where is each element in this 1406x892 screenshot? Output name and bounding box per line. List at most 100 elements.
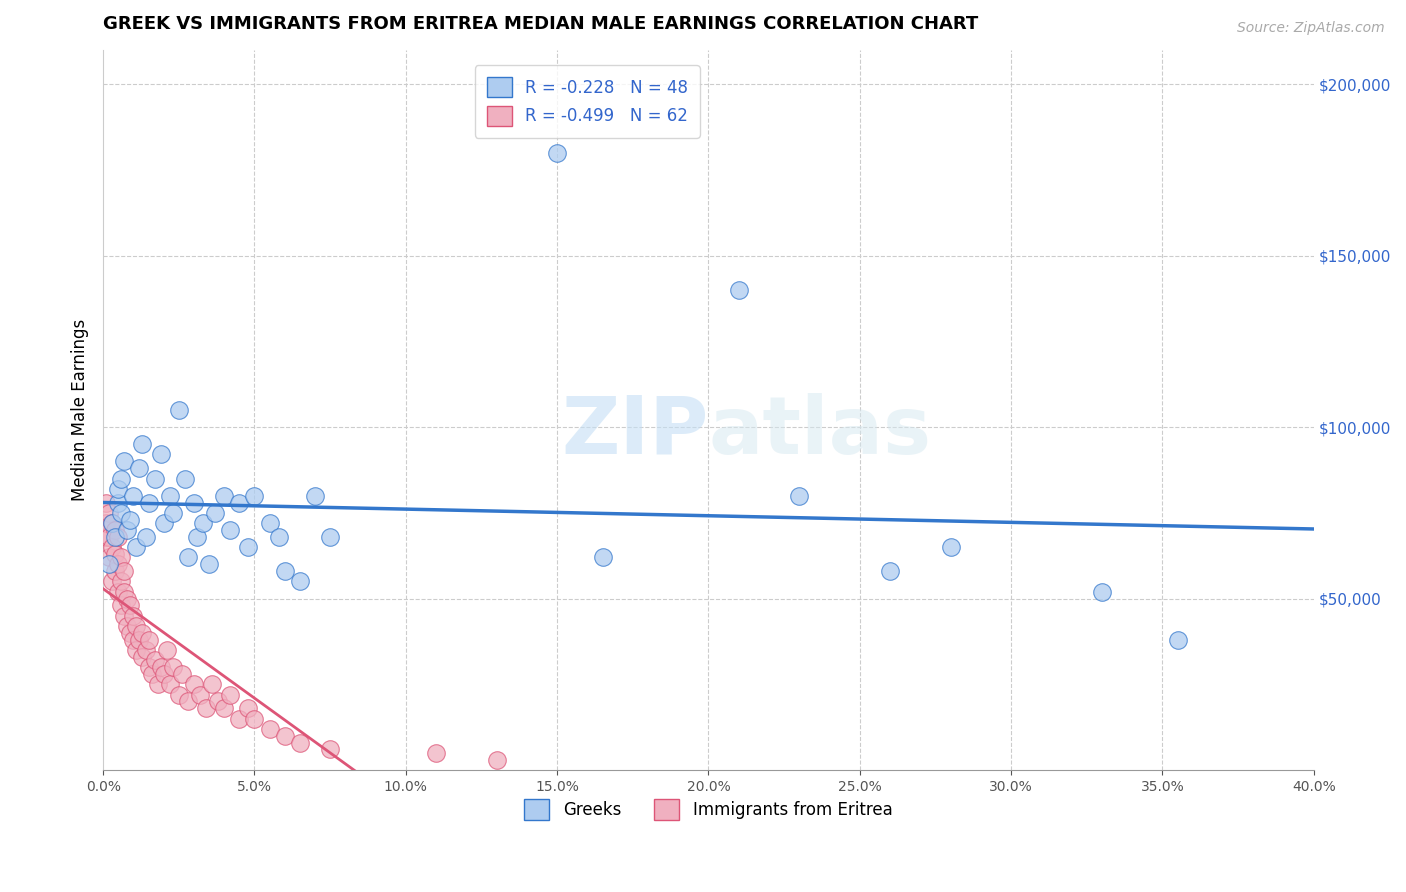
Point bbox=[107, 558, 129, 572]
Point bbox=[120, 513, 142, 527]
Point bbox=[117, 619, 139, 633]
Point bbox=[267, 530, 290, 544]
Point bbox=[112, 584, 135, 599]
Point bbox=[243, 489, 266, 503]
Point bbox=[98, 506, 121, 520]
Point bbox=[143, 653, 166, 667]
Point bbox=[177, 694, 200, 708]
Point bbox=[186, 530, 208, 544]
Point bbox=[125, 540, 148, 554]
Point bbox=[101, 540, 124, 554]
Point bbox=[546, 145, 568, 160]
Point bbox=[117, 591, 139, 606]
Point bbox=[159, 489, 181, 503]
Point bbox=[125, 643, 148, 657]
Point bbox=[128, 461, 150, 475]
Point bbox=[274, 729, 297, 743]
Point bbox=[98, 558, 121, 572]
Point bbox=[101, 516, 124, 530]
Point bbox=[104, 547, 127, 561]
Point bbox=[122, 489, 145, 503]
Point bbox=[101, 574, 124, 589]
Point bbox=[238, 701, 260, 715]
Point bbox=[112, 454, 135, 468]
Point bbox=[138, 495, 160, 509]
Point bbox=[173, 471, 195, 485]
Point bbox=[141, 667, 163, 681]
Point bbox=[212, 489, 235, 503]
Point bbox=[131, 649, 153, 664]
Point bbox=[112, 608, 135, 623]
Point bbox=[212, 701, 235, 715]
Point bbox=[104, 523, 127, 537]
Point bbox=[167, 403, 190, 417]
Point bbox=[238, 540, 260, 554]
Point bbox=[274, 564, 297, 578]
Point bbox=[104, 530, 127, 544]
Point bbox=[110, 574, 132, 589]
Text: atlas: atlas bbox=[709, 392, 932, 470]
Point bbox=[149, 660, 172, 674]
Point bbox=[939, 540, 962, 554]
Point bbox=[110, 471, 132, 485]
Point bbox=[219, 523, 242, 537]
Point bbox=[319, 530, 342, 544]
Point bbox=[207, 694, 229, 708]
Point bbox=[98, 530, 121, 544]
Point bbox=[110, 550, 132, 565]
Point bbox=[131, 625, 153, 640]
Point bbox=[134, 530, 156, 544]
Point bbox=[162, 660, 184, 674]
Point bbox=[156, 643, 179, 657]
Point bbox=[128, 632, 150, 647]
Point bbox=[201, 677, 224, 691]
Point bbox=[195, 701, 218, 715]
Point bbox=[149, 448, 172, 462]
Point bbox=[152, 516, 174, 530]
Text: ZIP: ZIP bbox=[561, 392, 709, 470]
Point bbox=[188, 688, 211, 702]
Legend: Greeks, Immigrants from Eritrea: Greeks, Immigrants from Eritrea bbox=[517, 793, 900, 827]
Text: GREEK VS IMMIGRANTS FROM ERITREA MEDIAN MALE EARNINGS CORRELATION CHART: GREEK VS IMMIGRANTS FROM ERITREA MEDIAN … bbox=[103, 15, 979, 33]
Point bbox=[183, 495, 205, 509]
Point bbox=[177, 550, 200, 565]
Point bbox=[727, 283, 749, 297]
Point bbox=[1167, 632, 1189, 647]
Point bbox=[485, 753, 508, 767]
Point bbox=[110, 506, 132, 520]
Point bbox=[879, 564, 901, 578]
Point bbox=[110, 599, 132, 613]
Point bbox=[228, 495, 250, 509]
Point bbox=[319, 742, 342, 756]
Point bbox=[122, 608, 145, 623]
Point bbox=[592, 550, 614, 565]
Point bbox=[159, 677, 181, 691]
Point bbox=[259, 516, 281, 530]
Point bbox=[1091, 584, 1114, 599]
Point bbox=[107, 530, 129, 544]
Point bbox=[125, 619, 148, 633]
Point bbox=[104, 564, 127, 578]
Point bbox=[138, 660, 160, 674]
Point bbox=[204, 506, 226, 520]
Point bbox=[152, 667, 174, 681]
Point bbox=[425, 746, 447, 760]
Point bbox=[134, 643, 156, 657]
Point bbox=[219, 688, 242, 702]
Point bbox=[131, 437, 153, 451]
Point bbox=[101, 516, 124, 530]
Point bbox=[228, 712, 250, 726]
Point bbox=[304, 489, 326, 503]
Point bbox=[96, 516, 118, 530]
Point bbox=[143, 471, 166, 485]
Point bbox=[122, 632, 145, 647]
Point bbox=[198, 558, 221, 572]
Point bbox=[98, 550, 121, 565]
Point bbox=[162, 506, 184, 520]
Point bbox=[787, 489, 810, 503]
Point bbox=[96, 530, 118, 544]
Point bbox=[107, 482, 129, 496]
Point bbox=[288, 735, 311, 749]
Point bbox=[117, 523, 139, 537]
Point bbox=[120, 625, 142, 640]
